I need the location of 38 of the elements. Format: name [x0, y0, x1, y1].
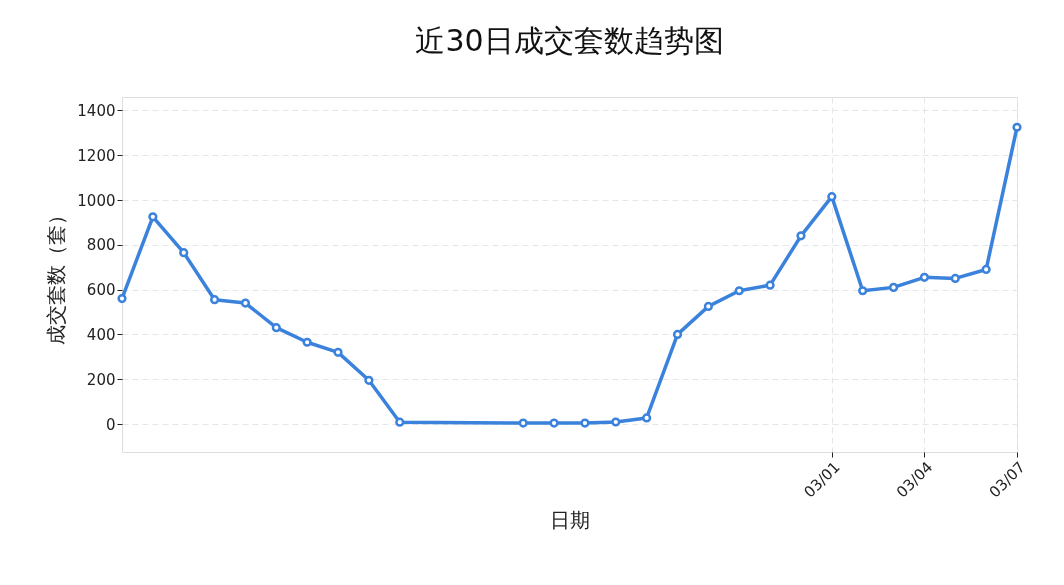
y-axis-title: 成交套数（套）	[44, 205, 69, 345]
point	[765, 280, 775, 290]
point	[518, 418, 528, 428]
y-tick-label: 400	[86, 325, 116, 344]
y-tick-label: 200	[86, 370, 116, 389]
chart-title: 近30日成交套数趋势图	[415, 23, 724, 58]
point	[642, 413, 652, 423]
y-tick-label: 1400	[77, 101, 116, 120]
point	[672, 329, 683, 340]
y-tick-label: 800	[86, 236, 116, 255]
y-tick-label: 0	[105, 415, 116, 434]
point	[796, 231, 806, 241]
point	[117, 293, 127, 304]
point	[240, 298, 251, 308]
point	[950, 273, 960, 284]
y-tick-label: 1200	[77, 146, 116, 165]
point	[148, 212, 158, 222]
point	[271, 323, 281, 333]
point	[364, 375, 374, 385]
point	[549, 418, 559, 428]
point	[827, 192, 837, 202]
point	[179, 248, 189, 258]
point	[1012, 122, 1022, 132]
point	[580, 418, 590, 428]
point	[395, 417, 405, 427]
point	[919, 272, 930, 282]
x-axis-title: 日期	[550, 507, 590, 532]
point	[703, 301, 713, 312]
y-tick-label: 1000	[77, 191, 116, 210]
point	[302, 337, 312, 347]
point	[209, 295, 220, 305]
point	[888, 282, 899, 292]
point	[734, 286, 744, 296]
point	[858, 286, 868, 296]
point	[333, 347, 343, 357]
y-tick-label: 600	[86, 281, 116, 300]
point	[981, 264, 991, 275]
point	[611, 417, 621, 427]
